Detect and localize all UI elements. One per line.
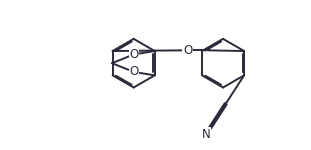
Text: N: N xyxy=(202,128,211,141)
Text: O: O xyxy=(129,48,138,61)
Text: O: O xyxy=(129,65,138,78)
Text: O: O xyxy=(183,44,192,57)
